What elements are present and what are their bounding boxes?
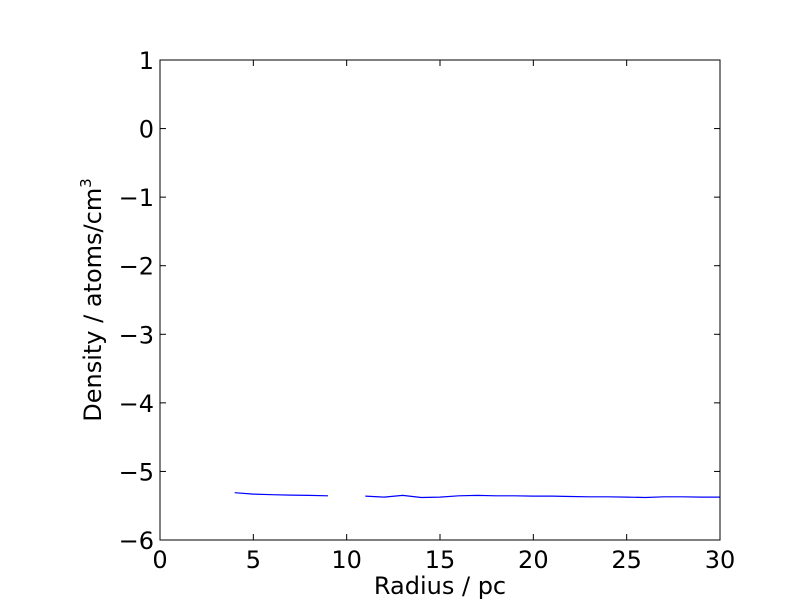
x-tick-label: 5 [246,546,261,574]
y-tick-label: −3 [119,321,154,349]
x-tick-label: 10 [331,546,362,574]
x-tick-label: 0 [152,546,167,574]
y-tick-label: −5 [119,458,154,486]
series-layer [234,492,720,499]
plot-area [160,60,720,540]
x-tick-label: 20 [518,546,549,574]
y-tick-label: 0 [139,116,154,144]
x-tick-label: 25 [611,546,642,574]
y-tick-label: −6 [119,527,154,555]
y-axis-label-superscript: 3 [77,178,95,188]
x-axis-label: Radius / pc [374,572,506,600]
y-tick-label: 1 [139,47,154,75]
series-line-segment [234,492,329,497]
series-line-segment [365,494,720,499]
y-tick-label: −2 [119,253,154,281]
y-tick-label: −4 [119,390,154,418]
y-axis-label: Density / atoms/cm3 [77,178,107,421]
plot-frame [159,59,721,541]
y-tick-label: −1 [119,184,154,212]
y-axis-label-text: Density / atoms/cm [79,188,107,422]
x-tick-label: 30 [705,546,736,574]
x-tick-label: 15 [425,546,456,574]
